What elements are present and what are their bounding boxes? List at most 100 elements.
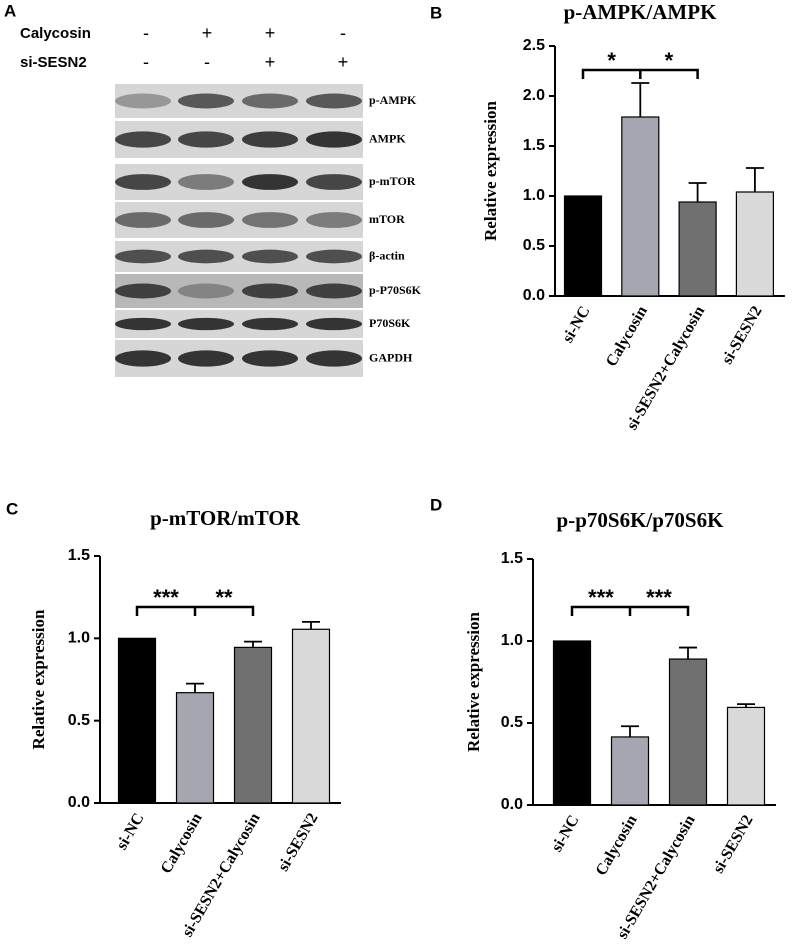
blot-row-label: p-mTOR [369, 174, 416, 188]
treatment-sign: - [204, 52, 210, 72]
blot-band [178, 317, 234, 331]
blot-row-label: mTOR [369, 212, 405, 226]
blot-band [306, 212, 362, 228]
blot-band [178, 131, 234, 148]
significance-label: ** [215, 585, 233, 610]
blot-row-label: GAPDH [369, 350, 413, 364]
bar [175, 692, 215, 804]
bar [552, 640, 592, 806]
y-tick-label: 0.5 [523, 237, 545, 254]
significance-label: *** [646, 585, 672, 610]
y-axis-label: Relative expression [464, 611, 483, 751]
blot-band [115, 212, 171, 228]
blot-row-label: β-actin [369, 248, 405, 262]
blot-band [115, 131, 171, 148]
y-tick-label: 1.5 [68, 547, 90, 564]
x-tick-label: Calycosin [158, 810, 206, 876]
significance-label: *** [153, 585, 179, 610]
chart-title: p-p70S6K/p70S6K [557, 508, 725, 532]
y-tick-label: 1.0 [68, 630, 90, 647]
significance-label: *** [588, 585, 614, 610]
treatment-sign: - [143, 23, 149, 43]
treatment-label: si-SESN2 [20, 54, 87, 71]
bar [117, 637, 157, 804]
x-tick-label: si-SESN2 [719, 303, 766, 367]
y-tick-label: 1.0 [501, 632, 523, 649]
y-tick-label: 1.5 [523, 137, 545, 154]
y-tick-label: 2.5 [523, 37, 545, 54]
treatment-sign: - [340, 23, 346, 43]
x-tick-label: si-SESN2 [275, 810, 322, 874]
bar [291, 628, 331, 804]
y-tick-label: 1.0 [523, 187, 545, 204]
y-tick-label: 0.5 [501, 714, 523, 731]
treatment-sign: + [202, 23, 213, 43]
bar [563, 195, 603, 297]
bar [668, 658, 708, 806]
blot-band [306, 93, 362, 109]
x-tick-label: si-NC [559, 303, 593, 345]
y-axis-label: Relative expression [481, 100, 500, 240]
blot-row-label: p-AMPK [369, 93, 417, 107]
x-tick-label: si-NC [548, 812, 582, 854]
significance-label: * [607, 48, 616, 73]
y-tick-label: 1.5 [501, 550, 523, 567]
significance-bracket [135, 605, 255, 616]
blot-band [178, 283, 234, 299]
panel-letter: D [430, 495, 442, 514]
blot-band [242, 317, 298, 331]
blot-row-label: P70S6K [369, 316, 411, 330]
blot-band [306, 283, 362, 299]
blot-band [178, 212, 234, 228]
x-tick-label: si-SESN2 [710, 812, 757, 876]
panel-letter: B [430, 3, 442, 22]
y-tick-label: 0.5 [68, 712, 90, 729]
bar [621, 116, 660, 297]
treatment-sign: + [338, 52, 349, 72]
bar [735, 191, 775, 297]
blot-band [242, 350, 298, 367]
bar [610, 736, 650, 806]
x-tick-label: si-NC [113, 810, 147, 852]
blot-band [115, 317, 171, 331]
y-tick-label: 0.0 [523, 287, 545, 304]
bar [233, 646, 273, 804]
blot-band [115, 93, 171, 109]
blot-band [242, 283, 298, 299]
significance-label: * [665, 48, 674, 73]
blot-band [242, 93, 298, 109]
blot-band [306, 131, 362, 148]
bar [726, 706, 766, 806]
blot-band [178, 93, 234, 109]
blot-band [178, 174, 234, 190]
y-tick-label: 0.0 [501, 796, 523, 813]
blot-band [178, 350, 234, 367]
chart-title: p-AMPK/AMPK [564, 0, 717, 24]
blot-row-label: p-P70S6K [369, 283, 422, 297]
blot-band [242, 131, 298, 148]
treatment-sign: + [265, 23, 276, 43]
blot-band [242, 174, 298, 190]
y-tick-label: 2.0 [523, 87, 545, 104]
y-tick-label: 0.0 [68, 794, 90, 811]
treatment-sign: - [143, 52, 149, 72]
bar-chart: Dp-p70S6K/p70S6K Relative expression 0.0 0.… [430, 495, 776, 942]
blot-band [115, 174, 171, 190]
blot-band [306, 317, 362, 331]
treatment-sign: + [265, 52, 276, 72]
x-tick-label: Calycosin [593, 812, 641, 878]
panel-letter: A [4, 1, 16, 20]
blot-band [306, 249, 362, 264]
blot-band [178, 249, 234, 264]
blot-row-label: AMPK [369, 131, 406, 145]
bar [678, 201, 717, 297]
blot-band [242, 249, 298, 264]
y-axis-label: Relative expression [29, 609, 48, 749]
significance-bracket [581, 68, 699, 79]
chart-title: p-mTOR/mTOR [150, 506, 301, 530]
x-tick-label: Calycosin [603, 303, 651, 369]
panel-letter: C [6, 499, 18, 518]
